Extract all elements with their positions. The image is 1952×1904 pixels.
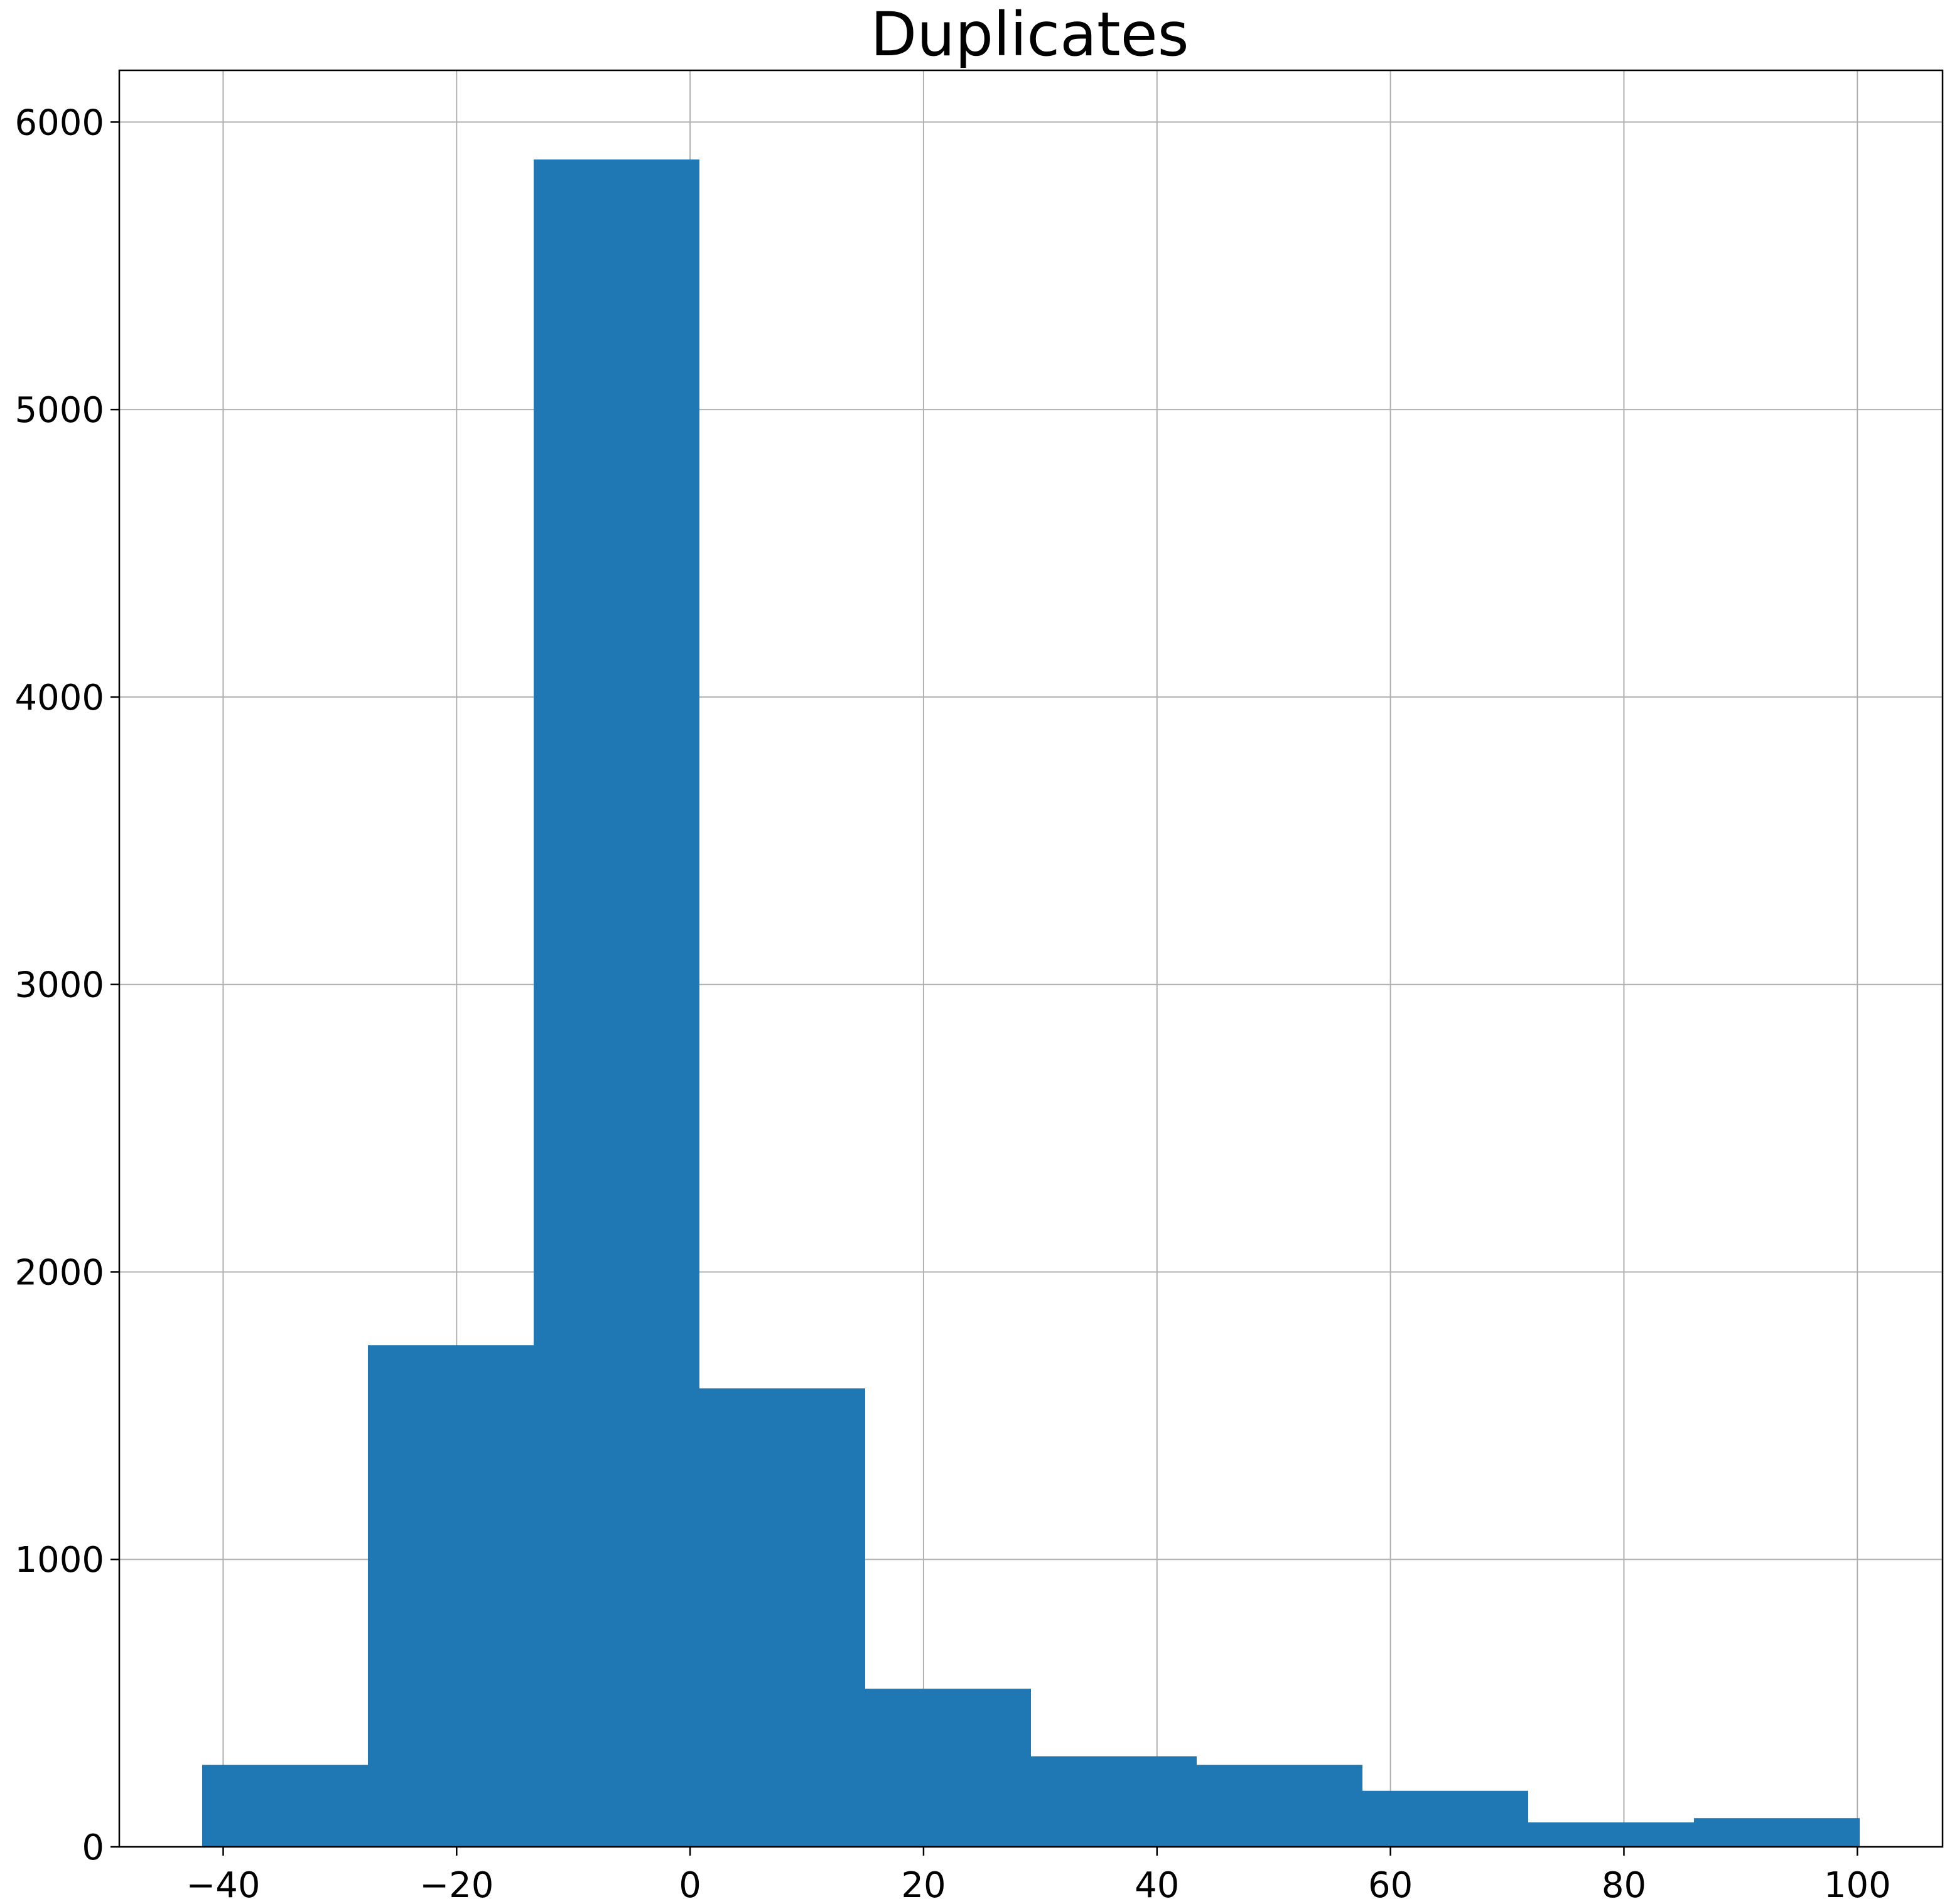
histogram-bar — [202, 1765, 368, 1847]
y-tick-label: 2000 — [14, 1252, 104, 1293]
x-axis-ticks: −40 −20 0 20 40 60 80 100 — [186, 1847, 1891, 1904]
histogram-bar — [699, 1388, 865, 1847]
histogram-bars — [202, 159, 1860, 1847]
x-tick-label: −40 — [186, 1865, 260, 1904]
axes-frame — [118, 69, 1944, 1848]
x-tick-label: 80 — [1602, 1865, 1646, 1904]
histogram-bar — [534, 159, 699, 1847]
histogram-bar — [1694, 1818, 1860, 1847]
y-tick-label: 0 — [82, 1827, 104, 1868]
y-tick-label: 5000 — [14, 390, 104, 431]
histogram-bar — [368, 1345, 534, 1847]
histogram-bar — [1362, 1790, 1528, 1847]
y-tick-label: 1000 — [14, 1540, 104, 1581]
y-tick-label: 6000 — [14, 102, 104, 143]
grid-lines — [119, 70, 1943, 1847]
histogram-bar — [1197, 1765, 1362, 1847]
histogram-bar — [865, 1689, 1031, 1847]
histogram-bar — [1528, 1822, 1694, 1847]
x-tick-label: 60 — [1368, 1865, 1413, 1904]
y-tick-label: 4000 — [14, 678, 104, 718]
x-tick-label: −20 — [419, 1865, 493, 1904]
x-tick-label: 100 — [1824, 1865, 1891, 1904]
y-axis-ticks: 0 1000 2000 3000 4000 5000 6000 — [14, 102, 119, 1868]
x-tick-label: 0 — [679, 1865, 701, 1904]
chart-title: Duplicates — [870, 0, 1189, 70]
y-tick-label: 3000 — [14, 965, 104, 1006]
x-tick-label: 40 — [1135, 1865, 1179, 1904]
histogram-bar — [1031, 1756, 1197, 1847]
x-tick-label: 20 — [901, 1865, 946, 1904]
